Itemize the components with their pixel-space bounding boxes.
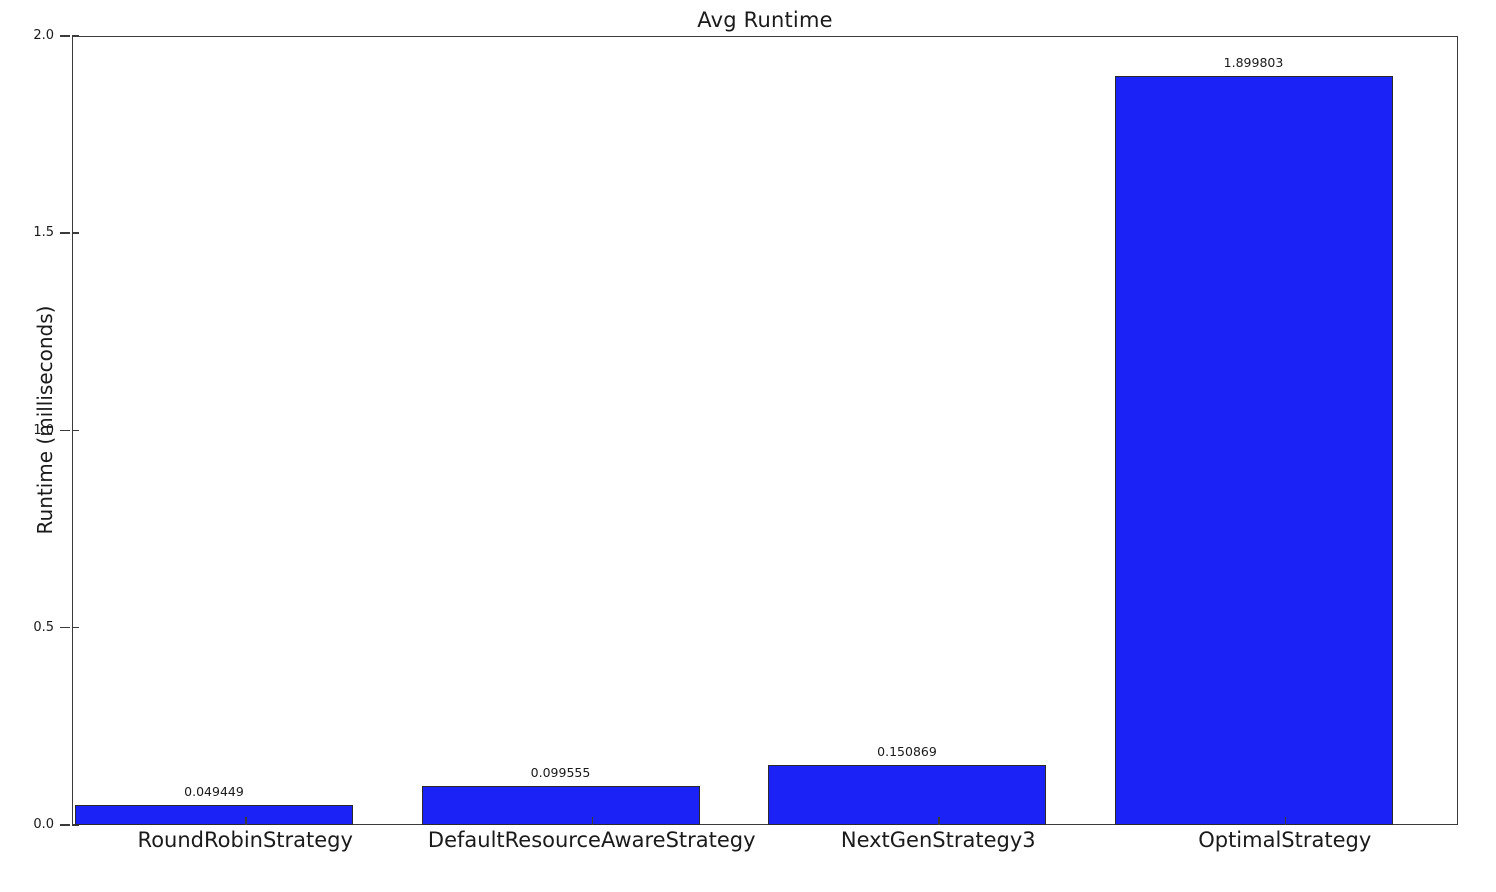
y-tick-label: 1.5 — [33, 225, 54, 241]
y-tick-label: 0.5 — [33, 619, 54, 635]
x-tick-label: NextGenStrategy3 — [840, 828, 1036, 852]
y-tick-mark-inner — [72, 626, 79, 629]
x-tick-mark — [591, 817, 594, 825]
y-axis-label: Runtime (milliseconds) — [33, 305, 57, 535]
y-tick-label: 1.0 — [33, 422, 54, 438]
chart-title: Avg Runtime — [697, 8, 833, 32]
y-tick-mark — [60, 232, 70, 234]
y-tick-mark — [60, 626, 70, 629]
y-tick-mark-inner — [72, 232, 79, 234]
y-tick-label: 0.0 — [33, 817, 54, 832]
y-tick-mark-inner — [72, 429, 79, 432]
x-tick-label: RoundRobinStrategy — [137, 828, 353, 852]
bar — [75, 805, 353, 825]
y-tick-mark — [60, 824, 70, 826]
x-tick-mark — [1284, 817, 1287, 825]
x-tick-mark — [938, 817, 940, 825]
bar — [768, 765, 1046, 825]
bar — [421, 785, 700, 825]
y-tick-label: 2.0 — [33, 28, 54, 43]
y-tick-mark — [60, 35, 70, 37]
y-tick-mark — [60, 429, 70, 432]
y-tick-mark-inner — [72, 35, 79, 37]
x-tick-label: OptimalStrategy — [1198, 828, 1372, 852]
x-tick-mark — [245, 817, 247, 825]
bar — [1114, 75, 1393, 825]
bar-value-label: 0.150869 — [877, 744, 937, 760]
bar-value-label: 0.099555 — [530, 764, 591, 780]
bar-value-label: 0.049449 — [184, 784, 244, 800]
bar-value-label: 1.899803 — [1223, 54, 1284, 70]
x-tick-label: DefaultResourceAwareStrategy — [427, 828, 756, 852]
